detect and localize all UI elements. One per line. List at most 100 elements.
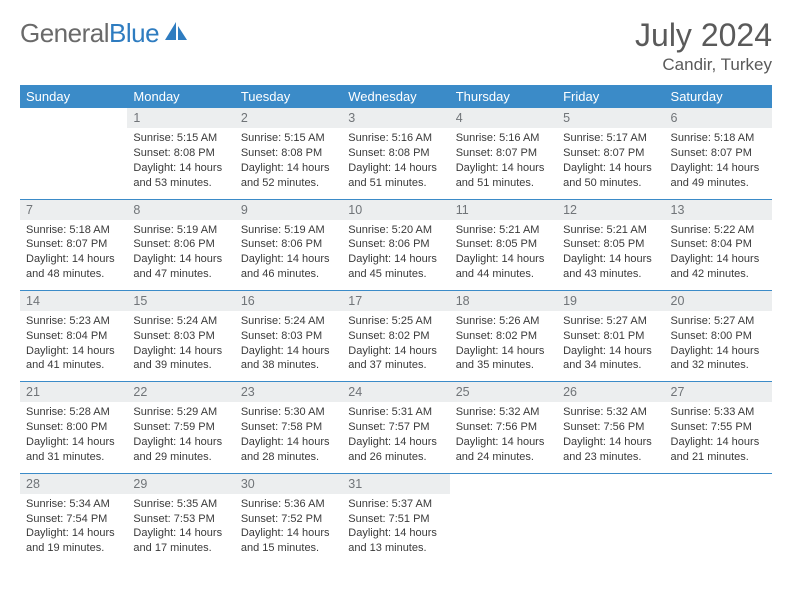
daylight-text: and 34 minutes. — [563, 358, 658, 373]
day-number: 12 — [557, 199, 664, 220]
calendar-table: Sunday Monday Tuesday Wednesday Thursday… — [20, 85, 772, 564]
day-cell: Sunrise: 5:15 AMSunset: 8:08 PMDaylight:… — [127, 128, 234, 199]
day-cell: Sunrise: 5:33 AMSunset: 7:55 PMDaylight:… — [665, 402, 772, 473]
daylight-text: Daylight: 14 hours — [26, 344, 121, 359]
daylight-text: Daylight: 14 hours — [348, 526, 443, 541]
day-cell: Sunrise: 5:23 AMSunset: 8:04 PMDaylight:… — [20, 311, 127, 382]
daylight-text: and 52 minutes. — [241, 176, 336, 191]
content-row: Sunrise: 5:28 AMSunset: 8:00 PMDaylight:… — [20, 402, 772, 473]
sunrise-text: Sunrise: 5:22 AM — [671, 223, 766, 238]
daylight-text: and 41 minutes. — [26, 358, 121, 373]
daylight-text: and 24 minutes. — [456, 450, 551, 465]
day-number: 21 — [20, 382, 127, 403]
weekday-header: Saturday — [665, 85, 772, 108]
sunrise-text: Sunrise: 5:21 AM — [563, 223, 658, 238]
daylight-text: and 28 minutes. — [241, 450, 336, 465]
day-cell: Sunrise: 5:17 AMSunset: 8:07 PMDaylight:… — [557, 128, 664, 199]
sunrise-text: Sunrise: 5:25 AM — [348, 314, 443, 329]
daylight-text: and 45 minutes. — [348, 267, 443, 282]
sunrise-text: Sunrise: 5:33 AM — [671, 405, 766, 420]
daylight-text: Daylight: 14 hours — [456, 435, 551, 450]
sunrise-text: Sunrise: 5:26 AM — [456, 314, 551, 329]
daynum-row: 14151617181920 — [20, 290, 772, 311]
sunset-text: Sunset: 7:59 PM — [133, 420, 228, 435]
day-number: 25 — [450, 382, 557, 403]
daylight-text: Daylight: 14 hours — [133, 344, 228, 359]
sunrise-text: Sunrise: 5:23 AM — [26, 314, 121, 329]
weekday-header: Sunday — [20, 85, 127, 108]
month-year: July 2024 — [635, 18, 772, 53]
sunrise-text: Sunrise: 5:34 AM — [26, 497, 121, 512]
daylight-text: and 35 minutes. — [456, 358, 551, 373]
daylight-text: Daylight: 14 hours — [456, 344, 551, 359]
daylight-text: Daylight: 14 hours — [26, 435, 121, 450]
sunset-text: Sunset: 7:55 PM — [671, 420, 766, 435]
sunrise-text: Sunrise: 5:24 AM — [133, 314, 228, 329]
day-number: 22 — [127, 382, 234, 403]
daylight-text: Daylight: 14 hours — [26, 526, 121, 541]
daylight-text: Daylight: 14 hours — [671, 344, 766, 359]
daylight-text: Daylight: 14 hours — [241, 344, 336, 359]
day-cell: Sunrise: 5:15 AMSunset: 8:08 PMDaylight:… — [235, 128, 342, 199]
daylight-text: Daylight: 14 hours — [348, 161, 443, 176]
daylight-text: Daylight: 14 hours — [563, 344, 658, 359]
sunrise-text: Sunrise: 5:28 AM — [26, 405, 121, 420]
day-cell: Sunrise: 5:18 AMSunset: 8:07 PMDaylight:… — [665, 128, 772, 199]
day-number: 2 — [235, 108, 342, 128]
day-cell: Sunrise: 5:16 AMSunset: 8:08 PMDaylight:… — [342, 128, 449, 199]
daylight-text: and 48 minutes. — [26, 267, 121, 282]
sunrise-text: Sunrise: 5:29 AM — [133, 405, 228, 420]
day-cell: Sunrise: 5:16 AMSunset: 8:07 PMDaylight:… — [450, 128, 557, 199]
logo: GeneralBlue — [20, 18, 189, 49]
daylight-text: Daylight: 14 hours — [456, 252, 551, 267]
sunset-text: Sunset: 7:58 PM — [241, 420, 336, 435]
daylight-text: Daylight: 14 hours — [671, 161, 766, 176]
daylight-text: and 43 minutes. — [563, 267, 658, 282]
header: GeneralBlue July 2024 Candir, Turkey — [20, 18, 772, 75]
title-block: July 2024 Candir, Turkey — [635, 18, 772, 75]
content-row: Sunrise: 5:34 AMSunset: 7:54 PMDaylight:… — [20, 494, 772, 564]
sunrise-text: Sunrise: 5:20 AM — [348, 223, 443, 238]
daylight-text: Daylight: 14 hours — [563, 435, 658, 450]
sunrise-text: Sunrise: 5:32 AM — [456, 405, 551, 420]
sunrise-text: Sunrise: 5:17 AM — [563, 131, 658, 146]
weekday-header: Friday — [557, 85, 664, 108]
day-number: 6 — [665, 108, 772, 128]
daylight-text: and 50 minutes. — [563, 176, 658, 191]
day-number: 5 — [557, 108, 664, 128]
sunrise-text: Sunrise: 5:37 AM — [348, 497, 443, 512]
sunrise-text: Sunrise: 5:24 AM — [241, 314, 336, 329]
weekday-header: Monday — [127, 85, 234, 108]
sunset-text: Sunset: 8:02 PM — [348, 329, 443, 344]
day-cell: Sunrise: 5:27 AMSunset: 8:01 PMDaylight:… — [557, 311, 664, 382]
sunset-text: Sunset: 8:05 PM — [456, 237, 551, 252]
day-number: 28 — [20, 473, 127, 494]
sunset-text: Sunset: 8:07 PM — [456, 146, 551, 161]
day-number: 30 — [235, 473, 342, 494]
daylight-text: and 29 minutes. — [133, 450, 228, 465]
daylight-text: and 23 minutes. — [563, 450, 658, 465]
day-cell: Sunrise: 5:18 AMSunset: 8:07 PMDaylight:… — [20, 220, 127, 291]
day-number: 16 — [235, 290, 342, 311]
sunrise-text: Sunrise: 5:18 AM — [26, 223, 121, 238]
daylight-text: and 26 minutes. — [348, 450, 443, 465]
day-cell: Sunrise: 5:35 AMSunset: 7:53 PMDaylight:… — [127, 494, 234, 564]
sunset-text: Sunset: 7:57 PM — [348, 420, 443, 435]
content-row: Sunrise: 5:23 AMSunset: 8:04 PMDaylight:… — [20, 311, 772, 382]
daylight-text: and 38 minutes. — [241, 358, 336, 373]
sunrise-text: Sunrise: 5:19 AM — [133, 223, 228, 238]
daylight-text: and 21 minutes. — [671, 450, 766, 465]
sunset-text: Sunset: 7:52 PM — [241, 512, 336, 527]
daylight-text: Daylight: 14 hours — [671, 252, 766, 267]
sunset-text: Sunset: 8:01 PM — [563, 329, 658, 344]
location: Candir, Turkey — [635, 55, 772, 75]
sunset-text: Sunset: 7:53 PM — [133, 512, 228, 527]
day-cell: Sunrise: 5:34 AMSunset: 7:54 PMDaylight:… — [20, 494, 127, 564]
sunrise-text: Sunrise: 5:15 AM — [133, 131, 228, 146]
sunrise-text: Sunrise: 5:16 AM — [456, 131, 551, 146]
day-number: 17 — [342, 290, 449, 311]
sunrise-text: Sunrise: 5:35 AM — [133, 497, 228, 512]
day-number: 27 — [665, 382, 772, 403]
day-cell: Sunrise: 5:22 AMSunset: 8:04 PMDaylight:… — [665, 220, 772, 291]
daylight-text: Daylight: 14 hours — [133, 161, 228, 176]
